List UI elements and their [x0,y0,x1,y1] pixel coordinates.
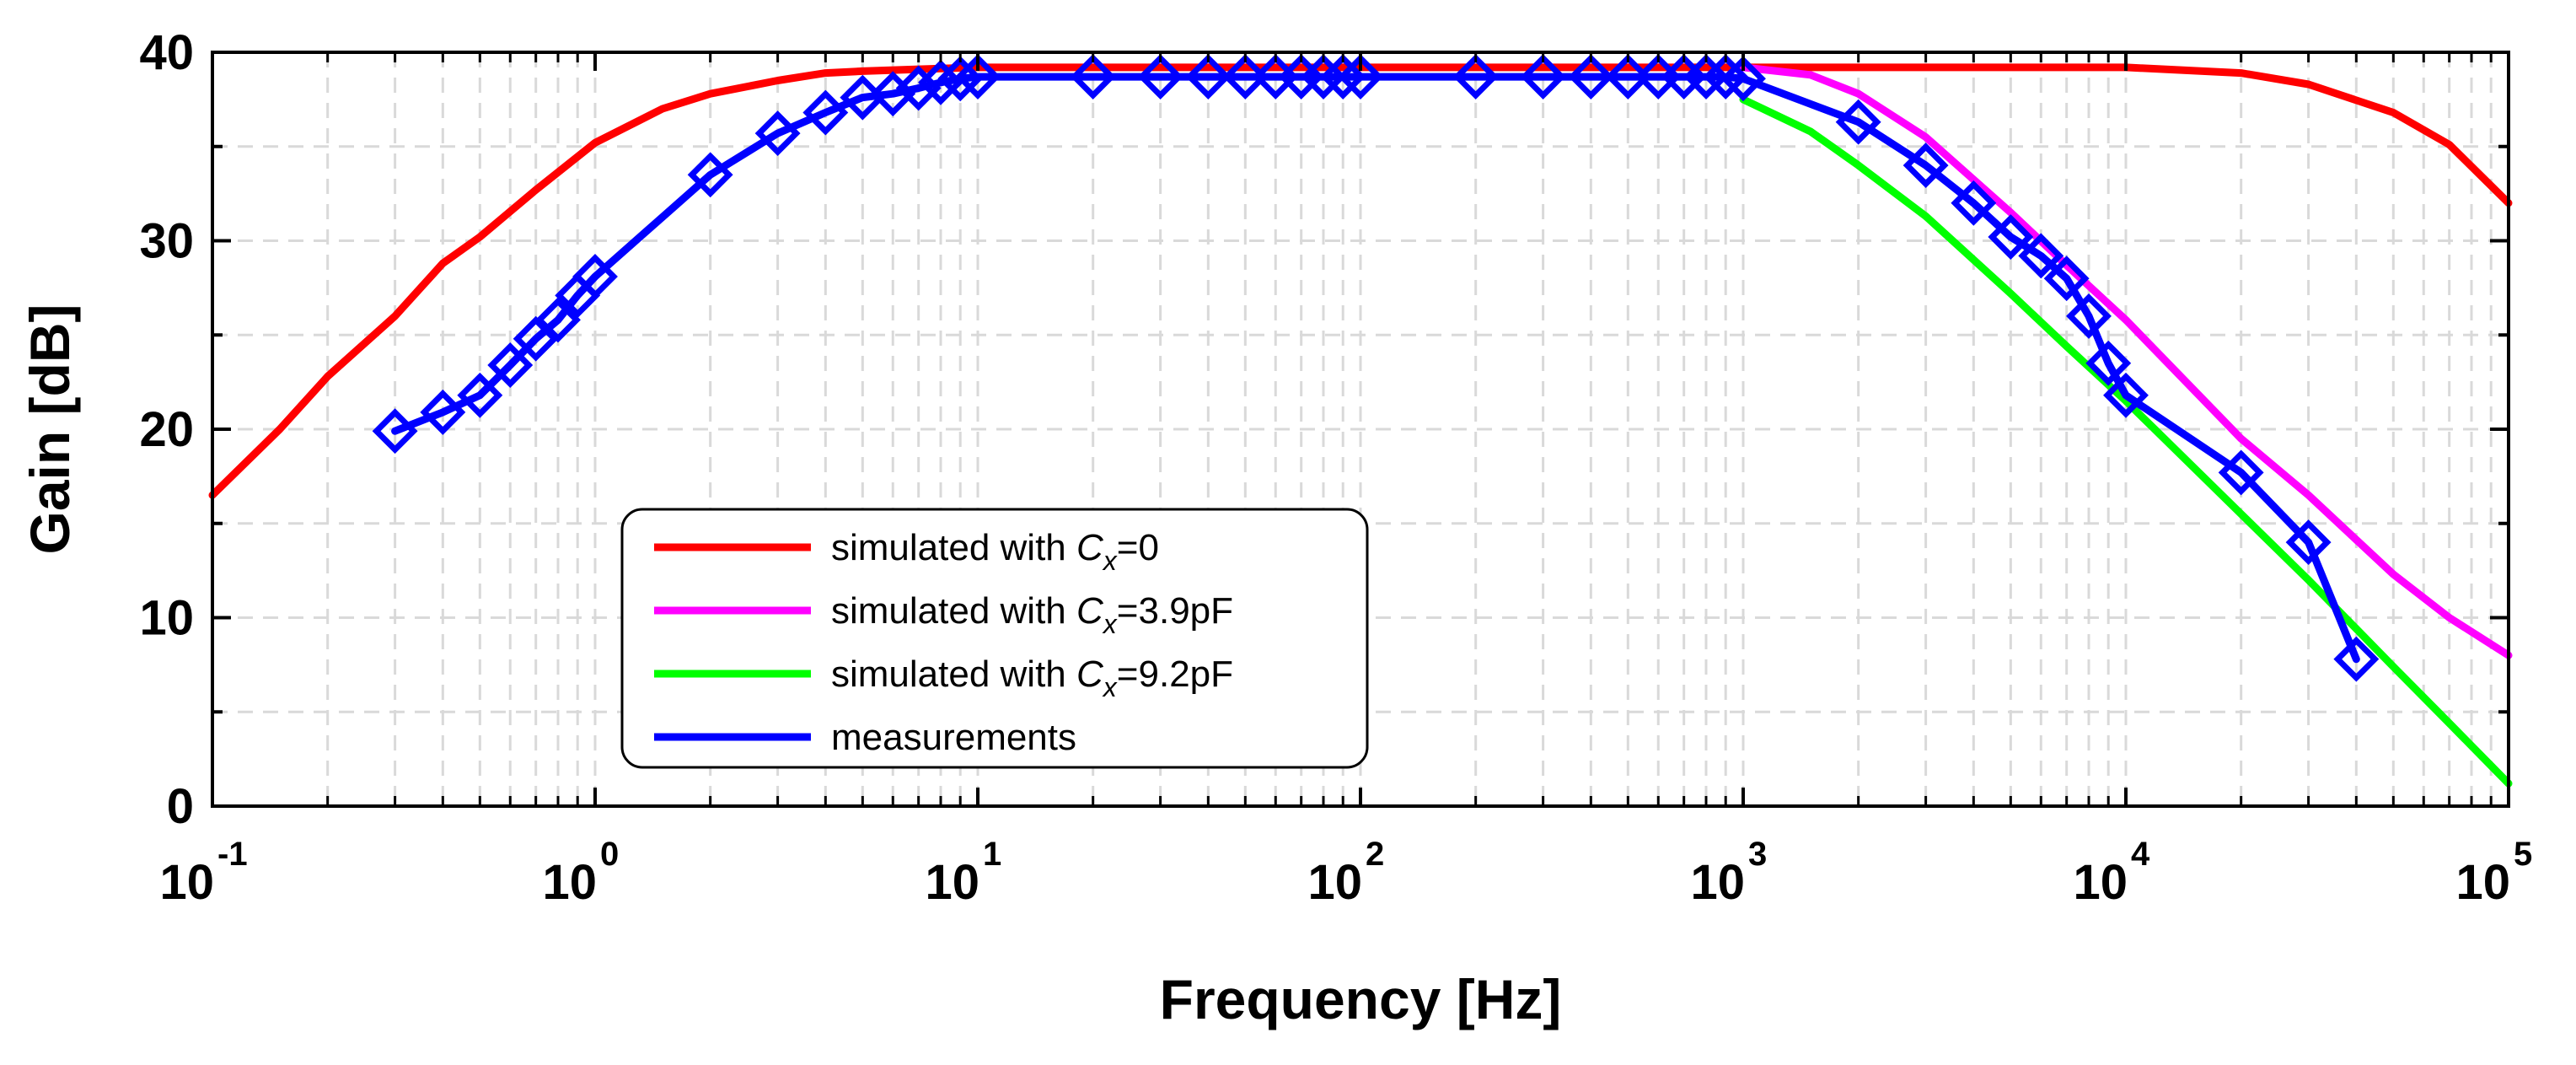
x-tick-label-exponent: 0 [600,836,619,873]
x-tick-label-exponent: 2 [1366,836,1384,873]
legend-label: simulated with Cx=9.2pF [831,654,1233,702]
x-tick-label-exponent: 1 [983,836,1001,873]
data-point-marker [1452,54,1499,100]
legend-box [620,508,1369,769]
data-point-marker [937,56,984,102]
series-0 [208,63,2513,499]
data-point-marker [1137,54,1183,100]
x-tick-label: 105 [2455,836,2532,910]
data-point-marker [2018,233,2064,279]
x-tick-label-base: 10 [1690,855,1745,910]
legend-label: simulated with Cx=3.9pF [831,590,1233,639]
x-tick-label-base: 10 [2455,855,2510,910]
data-point-marker [1320,54,1366,100]
legend-entry: simulated with Cx=3.9pF [654,590,1233,639]
data-point-marker [1605,54,1651,100]
data-point-marker [2103,372,2149,418]
y-tick-label: 40 [139,25,194,80]
data-point-marker [1338,54,1383,100]
data-point-marker [2218,449,2264,496]
series-layer [208,54,2513,788]
y-axis-label: Gain [dB] [19,304,81,555]
data-point-marker [1070,54,1116,100]
data-point-marker [1301,54,1346,100]
x-axis-label: Frequency [Hz] [1160,968,1562,1030]
data-point-marker [1568,54,1614,100]
data-point-marker [2066,293,2112,339]
data-point-marker [572,254,618,299]
x-tick-label-base: 10 [542,855,597,910]
x-tick-label: 103 [1690,836,1767,910]
x-tick-label: 104 [2073,836,2150,910]
data-point-marker [1902,143,1949,189]
data-point-marker [2285,519,2332,566]
x-tick-label-base: 10 [159,855,214,910]
x-tick-label-exponent: -1 [217,836,248,873]
x-tick-label: 102 [1307,836,1384,910]
data-point-marker [1222,54,1269,100]
data-point-marker [535,297,581,343]
data-point-marker [2085,340,2132,386]
y-tick-label: 30 [139,214,194,269]
data-point-marker [1951,180,1997,226]
legend-label: simulated with Cx=0 [831,527,1159,576]
y-tick-label: 10 [139,591,194,646]
y-tick-label: 0 [167,779,194,834]
legend-entry: measurements [654,717,1076,758]
x-tick-label-base: 10 [925,855,979,910]
legend-entry: simulated with Cx=9.2pF [654,654,1233,702]
x-tick-label-exponent: 5 [2514,836,2532,873]
data-point-marker [2043,255,2090,302]
data-point-marker [870,71,916,117]
x-tick-label: 100 [542,836,619,910]
series-line [208,63,2513,499]
legend-entries: simulated with Cx=0 simulated with Cx=3.9… [654,527,1233,758]
x-tick-label: 101 [925,836,1001,910]
x-tick-label-exponent: 4 [2131,836,2150,873]
y-tick-label: 20 [139,402,194,457]
data-point-marker [687,152,733,198]
data-point-marker [802,89,849,136]
data-point-marker [1683,54,1729,100]
y-tick-labels: 0 10 20 30 40 [139,25,194,834]
series-3 [372,54,2380,682]
data-point-marker [1185,54,1232,100]
data-point-marker [2333,636,2380,682]
x-tick-label-base: 10 [1307,855,1362,910]
data-point-marker [955,54,1001,100]
legend-label: measurements [831,717,1076,758]
data-point-marker [895,65,942,111]
data-point-marker [1988,214,2034,260]
data-point-marker [1835,99,1881,145]
data-point-marker [487,342,534,388]
data-point-marker [918,59,963,105]
data-point-marker [1520,54,1566,100]
legend-entry: simulated with Cx=0 [654,527,1159,576]
series-1 [1739,63,2513,659]
x-tick-label-exponent: 3 [1748,836,1767,873]
data-point-marker [1720,56,1766,102]
data-point-marker [372,408,418,455]
legend: simulated with Cx=0 simulated with Cx=3.9… [620,508,1369,769]
data-point-marker [457,372,503,418]
x-tick-label-base: 10 [2073,855,2128,910]
data-point-marker [420,389,466,435]
data-point-marker [754,110,801,157]
tick-layer [211,51,2510,808]
data-point-marker [1703,54,1749,100]
series-line [1739,63,2513,659]
x-tick-label: 10-1 [159,836,247,910]
